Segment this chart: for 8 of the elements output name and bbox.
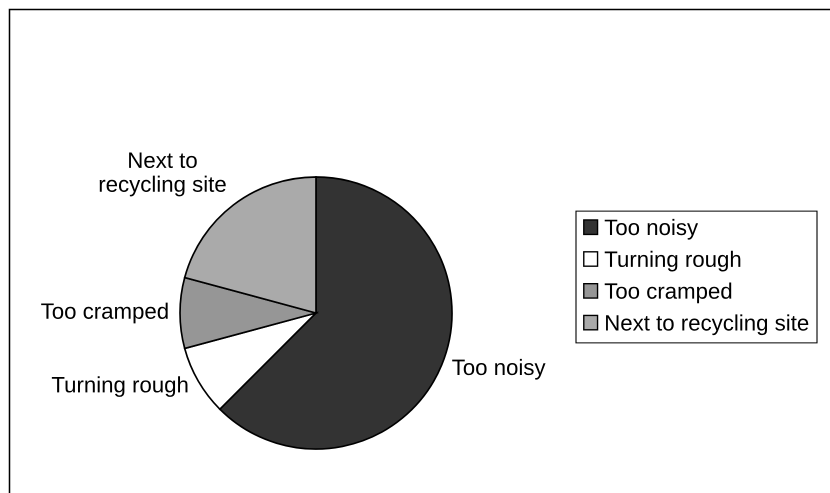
slice-label: Too noisy bbox=[452, 358, 546, 380]
legend-label: Turning rough bbox=[604, 250, 740, 272]
legend-label: Too cramped bbox=[604, 282, 732, 304]
slice-label: Next to recycling site bbox=[100, 152, 226, 196]
slice-label: Too cramped bbox=[41, 302, 168, 324]
slice-label: Turning rough bbox=[52, 376, 188, 397]
legend-label: Too noisy bbox=[604, 218, 698, 240]
legend-label: Next to recycling site bbox=[606, 314, 808, 336]
